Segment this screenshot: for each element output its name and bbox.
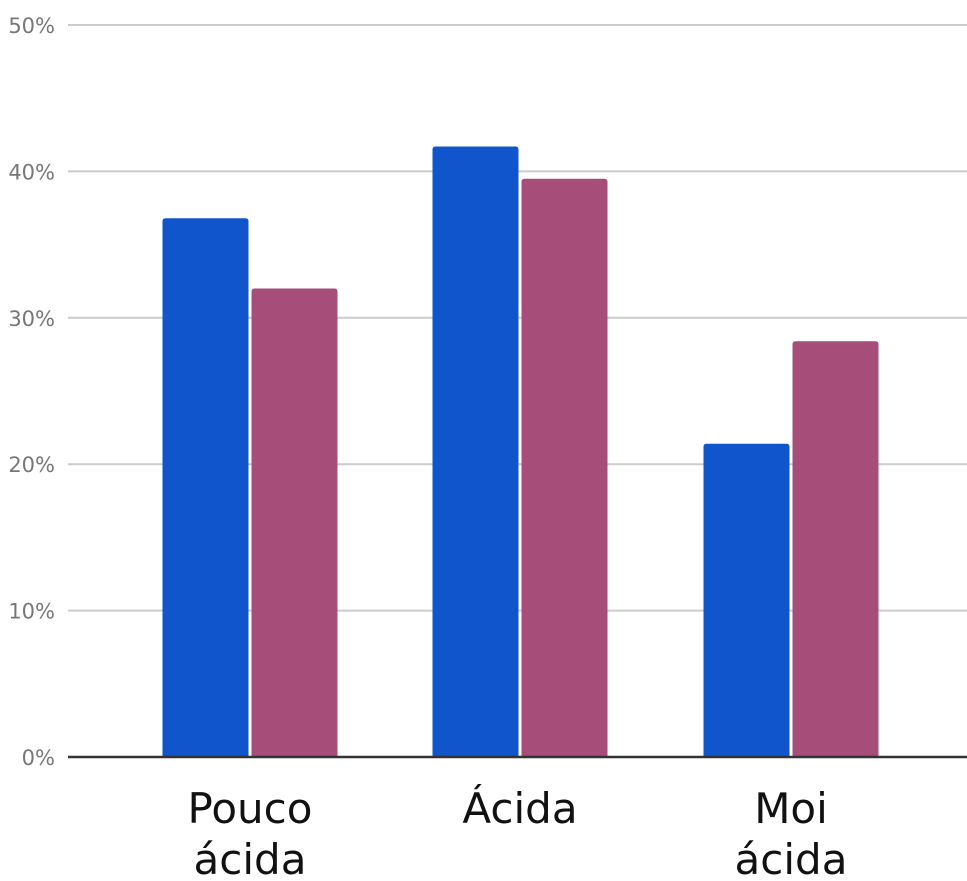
x-category-label: Pouco ácida	[188, 784, 313, 881]
x-category-label-line: ácida	[735, 835, 848, 881]
x-category-label: Ácida	[462, 783, 577, 833]
y-tick-label: 20%	[8, 453, 55, 477]
y-tick-label: 0%	[22, 746, 55, 770]
bars	[162, 146, 879, 758]
bar-series-2-category-1	[251, 288, 338, 757]
x-category-label-line: ácida	[194, 835, 307, 881]
y-tick-label: 30%	[8, 307, 55, 331]
y-tick-label: 40%	[8, 160, 55, 184]
bar-series-2-category-2	[521, 178, 608, 758]
x-category-label-line: Moi	[754, 784, 828, 833]
x-category-label: Moi ácida	[735, 784, 848, 881]
y-tick-label: 10%	[8, 600, 55, 624]
bar-series-1-category-3	[703, 443, 790, 757]
bar-series-1-category-2	[432, 146, 519, 758]
x-category-label-line: Ácida	[462, 783, 577, 833]
y-axis-tick-labels: 0% 10% 20% 30% 40% 50%	[8, 14, 55, 770]
x-category-label-line: Pouco	[188, 784, 313, 833]
bar-series-2-category-3	[792, 341, 879, 757]
y-tick-label: 50%	[8, 14, 55, 38]
bar-series-1-category-1	[162, 218, 249, 758]
